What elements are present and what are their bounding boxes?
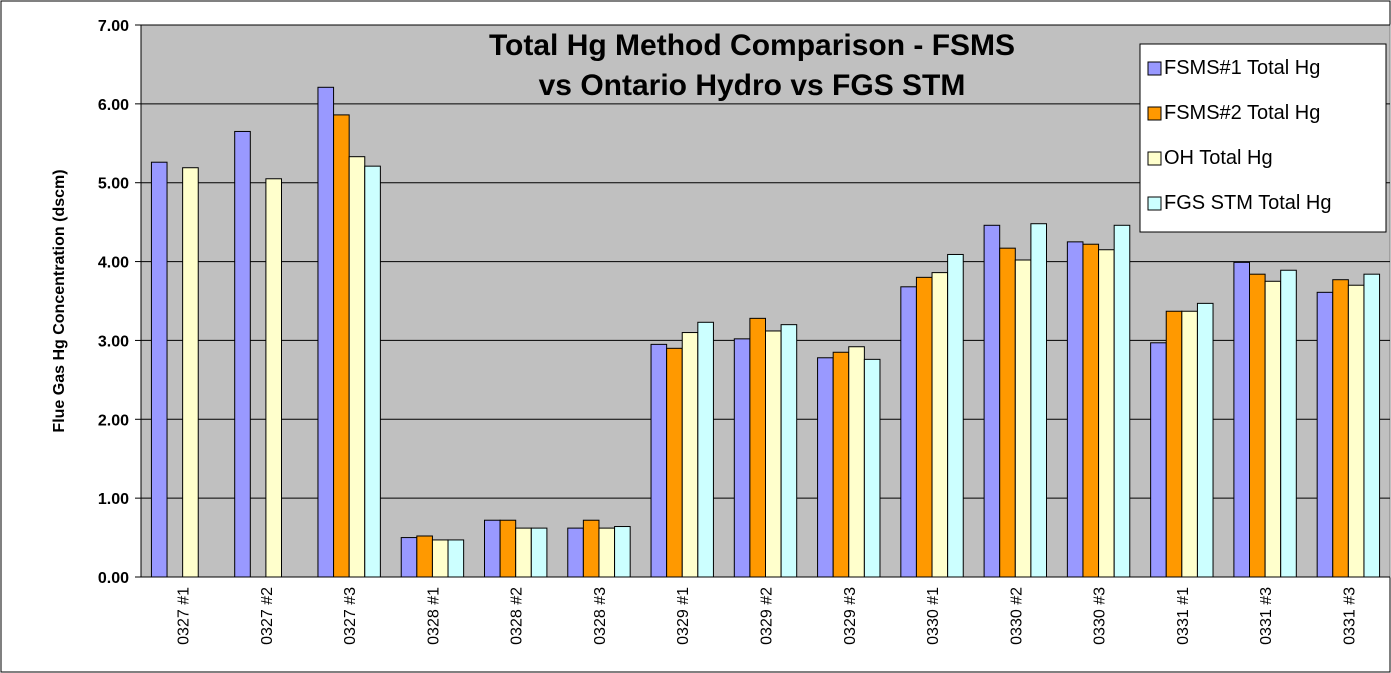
x-tick-label: 0331 #3	[1258, 587, 1275, 645]
bar	[614, 526, 631, 578]
bar	[1030, 223, 1048, 578]
bar	[1014, 259, 1032, 578]
x-tick-label: 0328 #3	[592, 587, 609, 645]
bar	[666, 347, 683, 578]
y-tick-label: 2.00	[98, 412, 129, 429]
legend-label: FSMS#2 Total Hg	[1164, 102, 1320, 124]
x-tick-label: 0330 #2	[1008, 587, 1025, 645]
bar	[1233, 261, 1251, 578]
bar	[697, 321, 714, 578]
legend-label: OH Total Hg	[1164, 147, 1273, 169]
bar	[1363, 273, 1381, 578]
y-tick-label: 1.00	[98, 491, 129, 508]
x-tick-label: 0329 #1	[675, 587, 692, 645]
y-tick-label: 7.00	[98, 18, 129, 35]
bar	[598, 527, 616, 578]
bar	[1165, 310, 1183, 578]
bar	[900, 286, 917, 578]
y-tick-label: 3.00	[98, 333, 129, 350]
bar	[749, 317, 767, 578]
bar	[1332, 279, 1349, 578]
legend	[1139, 43, 1387, 233]
x-tick-label: 0327 #3	[342, 587, 359, 645]
legend-label: FSMS#1 Total Hg	[1164, 57, 1320, 79]
y-tick-label: 6.00	[98, 97, 129, 114]
x-tick-label: 0327 #2	[259, 587, 276, 645]
bar	[447, 539, 465, 578]
bar	[1249, 273, 1266, 578]
bar	[947, 253, 964, 578]
bar	[765, 330, 782, 578]
bar	[1098, 249, 1115, 578]
bar	[530, 527, 548, 578]
x-tick-label: 0328 #2	[509, 587, 526, 645]
bar	[983, 224, 1001, 578]
y-axis-label: Flue Gas Hg Concentration (dscm)	[51, 169, 68, 432]
bar	[780, 324, 798, 578]
bar	[515, 527, 532, 578]
bar	[650, 343, 668, 578]
bar	[416, 535, 433, 578]
legend-label: FGS STM Total Hg	[1164, 192, 1331, 214]
bar	[733, 338, 751, 578]
legend-swatch	[1147, 61, 1162, 76]
x-tick-label: 0329 #3	[842, 587, 859, 645]
bar	[817, 357, 834, 578]
bar	[1280, 269, 1297, 578]
bar	[999, 247, 1016, 578]
bar	[234, 130, 251, 578]
bar	[915, 276, 933, 578]
bar	[1113, 224, 1131, 578]
bar	[364, 165, 381, 578]
x-tick-label: 0330 #3	[1092, 587, 1109, 645]
legend-swatch	[1147, 151, 1162, 166]
bar	[484, 519, 501, 578]
y-tick-label: 4.00	[98, 255, 129, 272]
x-tick-label: 0331 #3	[1341, 587, 1358, 645]
bar	[1316, 291, 1334, 578]
bar	[150, 161, 168, 578]
bar	[681, 332, 699, 578]
bar	[1196, 302, 1214, 578]
bar	[317, 86, 335, 578]
bar	[1181, 310, 1198, 578]
bar	[931, 272, 949, 578]
bar	[348, 156, 366, 578]
x-tick-label: 0329 #2	[759, 587, 776, 645]
x-tick-label: 0331 #1	[1175, 587, 1192, 645]
bar	[182, 167, 199, 578]
x-tick-label: 0328 #1	[425, 587, 442, 645]
bar	[582, 519, 600, 578]
bar	[1066, 241, 1084, 578]
y-tick-label: 0.00	[98, 570, 129, 587]
x-tick-label: 0327 #1	[176, 587, 193, 645]
bar	[431, 539, 449, 578]
chart-title: Total Hg Method Comparison - FSMS	[489, 29, 1015, 62]
y-tick-label: 5.00	[98, 176, 129, 193]
x-tick-label: 0330 #1	[925, 587, 942, 645]
bar	[1264, 280, 1282, 578]
bar	[1150, 342, 1167, 578]
bar	[848, 346, 865, 578]
bar	[1082, 243, 1100, 578]
bar	[333, 114, 350, 578]
legend-swatch	[1147, 196, 1162, 211]
bar	[567, 527, 584, 578]
chart-title: vs Ontario Hydro vs FGS STM	[539, 69, 966, 102]
bar	[832, 351, 850, 578]
legend-swatch	[1147, 106, 1162, 121]
bar	[499, 519, 517, 578]
bar	[1347, 284, 1365, 578]
bar	[400, 537, 418, 578]
bar	[863, 358, 881, 578]
bar	[265, 178, 282, 578]
